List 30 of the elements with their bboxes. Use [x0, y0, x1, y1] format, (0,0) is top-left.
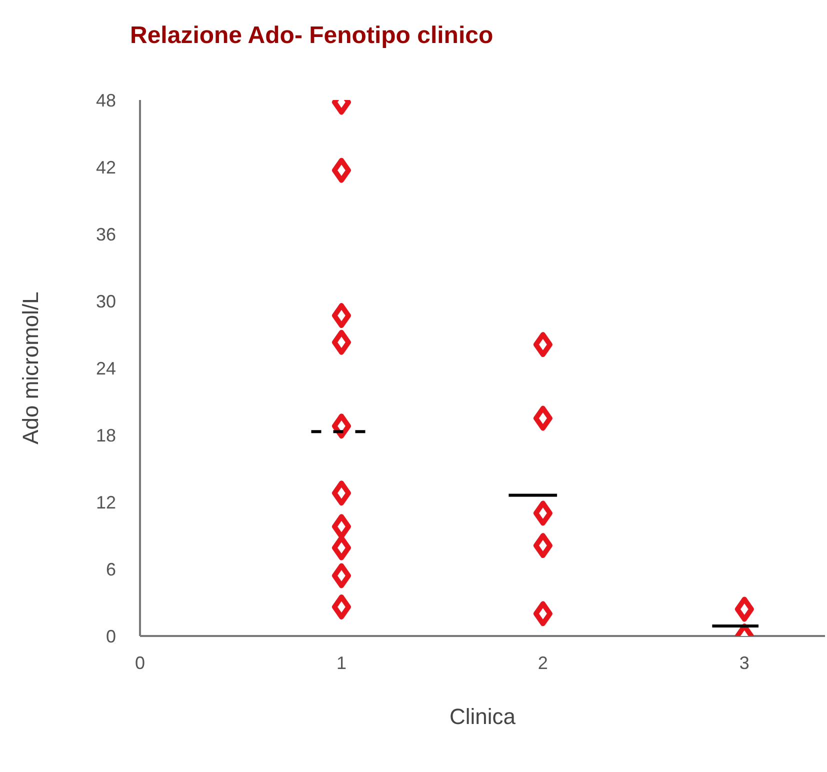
y-tick-label: 12 — [96, 492, 116, 512]
point — [332, 563, 351, 588]
point — [533, 533, 552, 558]
chart-title: Relazione Ado- Fenotipo clinico — [130, 22, 494, 50]
point — [332, 158, 351, 183]
y-tick-label: 24 — [96, 358, 116, 378]
point — [734, 596, 754, 622]
point — [332, 535, 351, 560]
point — [533, 406, 552, 431]
x-tick-label: 1 — [336, 652, 346, 673]
y-tick-label: 30 — [96, 291, 116, 312]
y-tick-label: 6 — [106, 559, 116, 580]
y-tick-label: 36 — [96, 224, 116, 244]
x-axis-title: Clinica — [449, 704, 516, 729]
point — [533, 500, 552, 526]
point — [332, 594, 351, 620]
x-tick-label: 3 — [739, 652, 750, 673]
point — [332, 514, 351, 540]
y-tick-label: 42 — [96, 157, 116, 178]
x-tick-label: 2 — [538, 652, 548, 673]
y-tick-label: 0 — [106, 626, 116, 646]
point — [533, 332, 552, 358]
point — [533, 601, 552, 626]
x-tick-label: 0 — [134, 652, 146, 673]
point — [332, 480, 351, 506]
y-tick-label: 18 — [96, 425, 116, 446]
y-axis-title: Ado micromol/L — [18, 292, 43, 444]
point — [332, 303, 351, 328]
y-tick-label: 48 — [96, 90, 116, 110]
point — [332, 330, 351, 355]
